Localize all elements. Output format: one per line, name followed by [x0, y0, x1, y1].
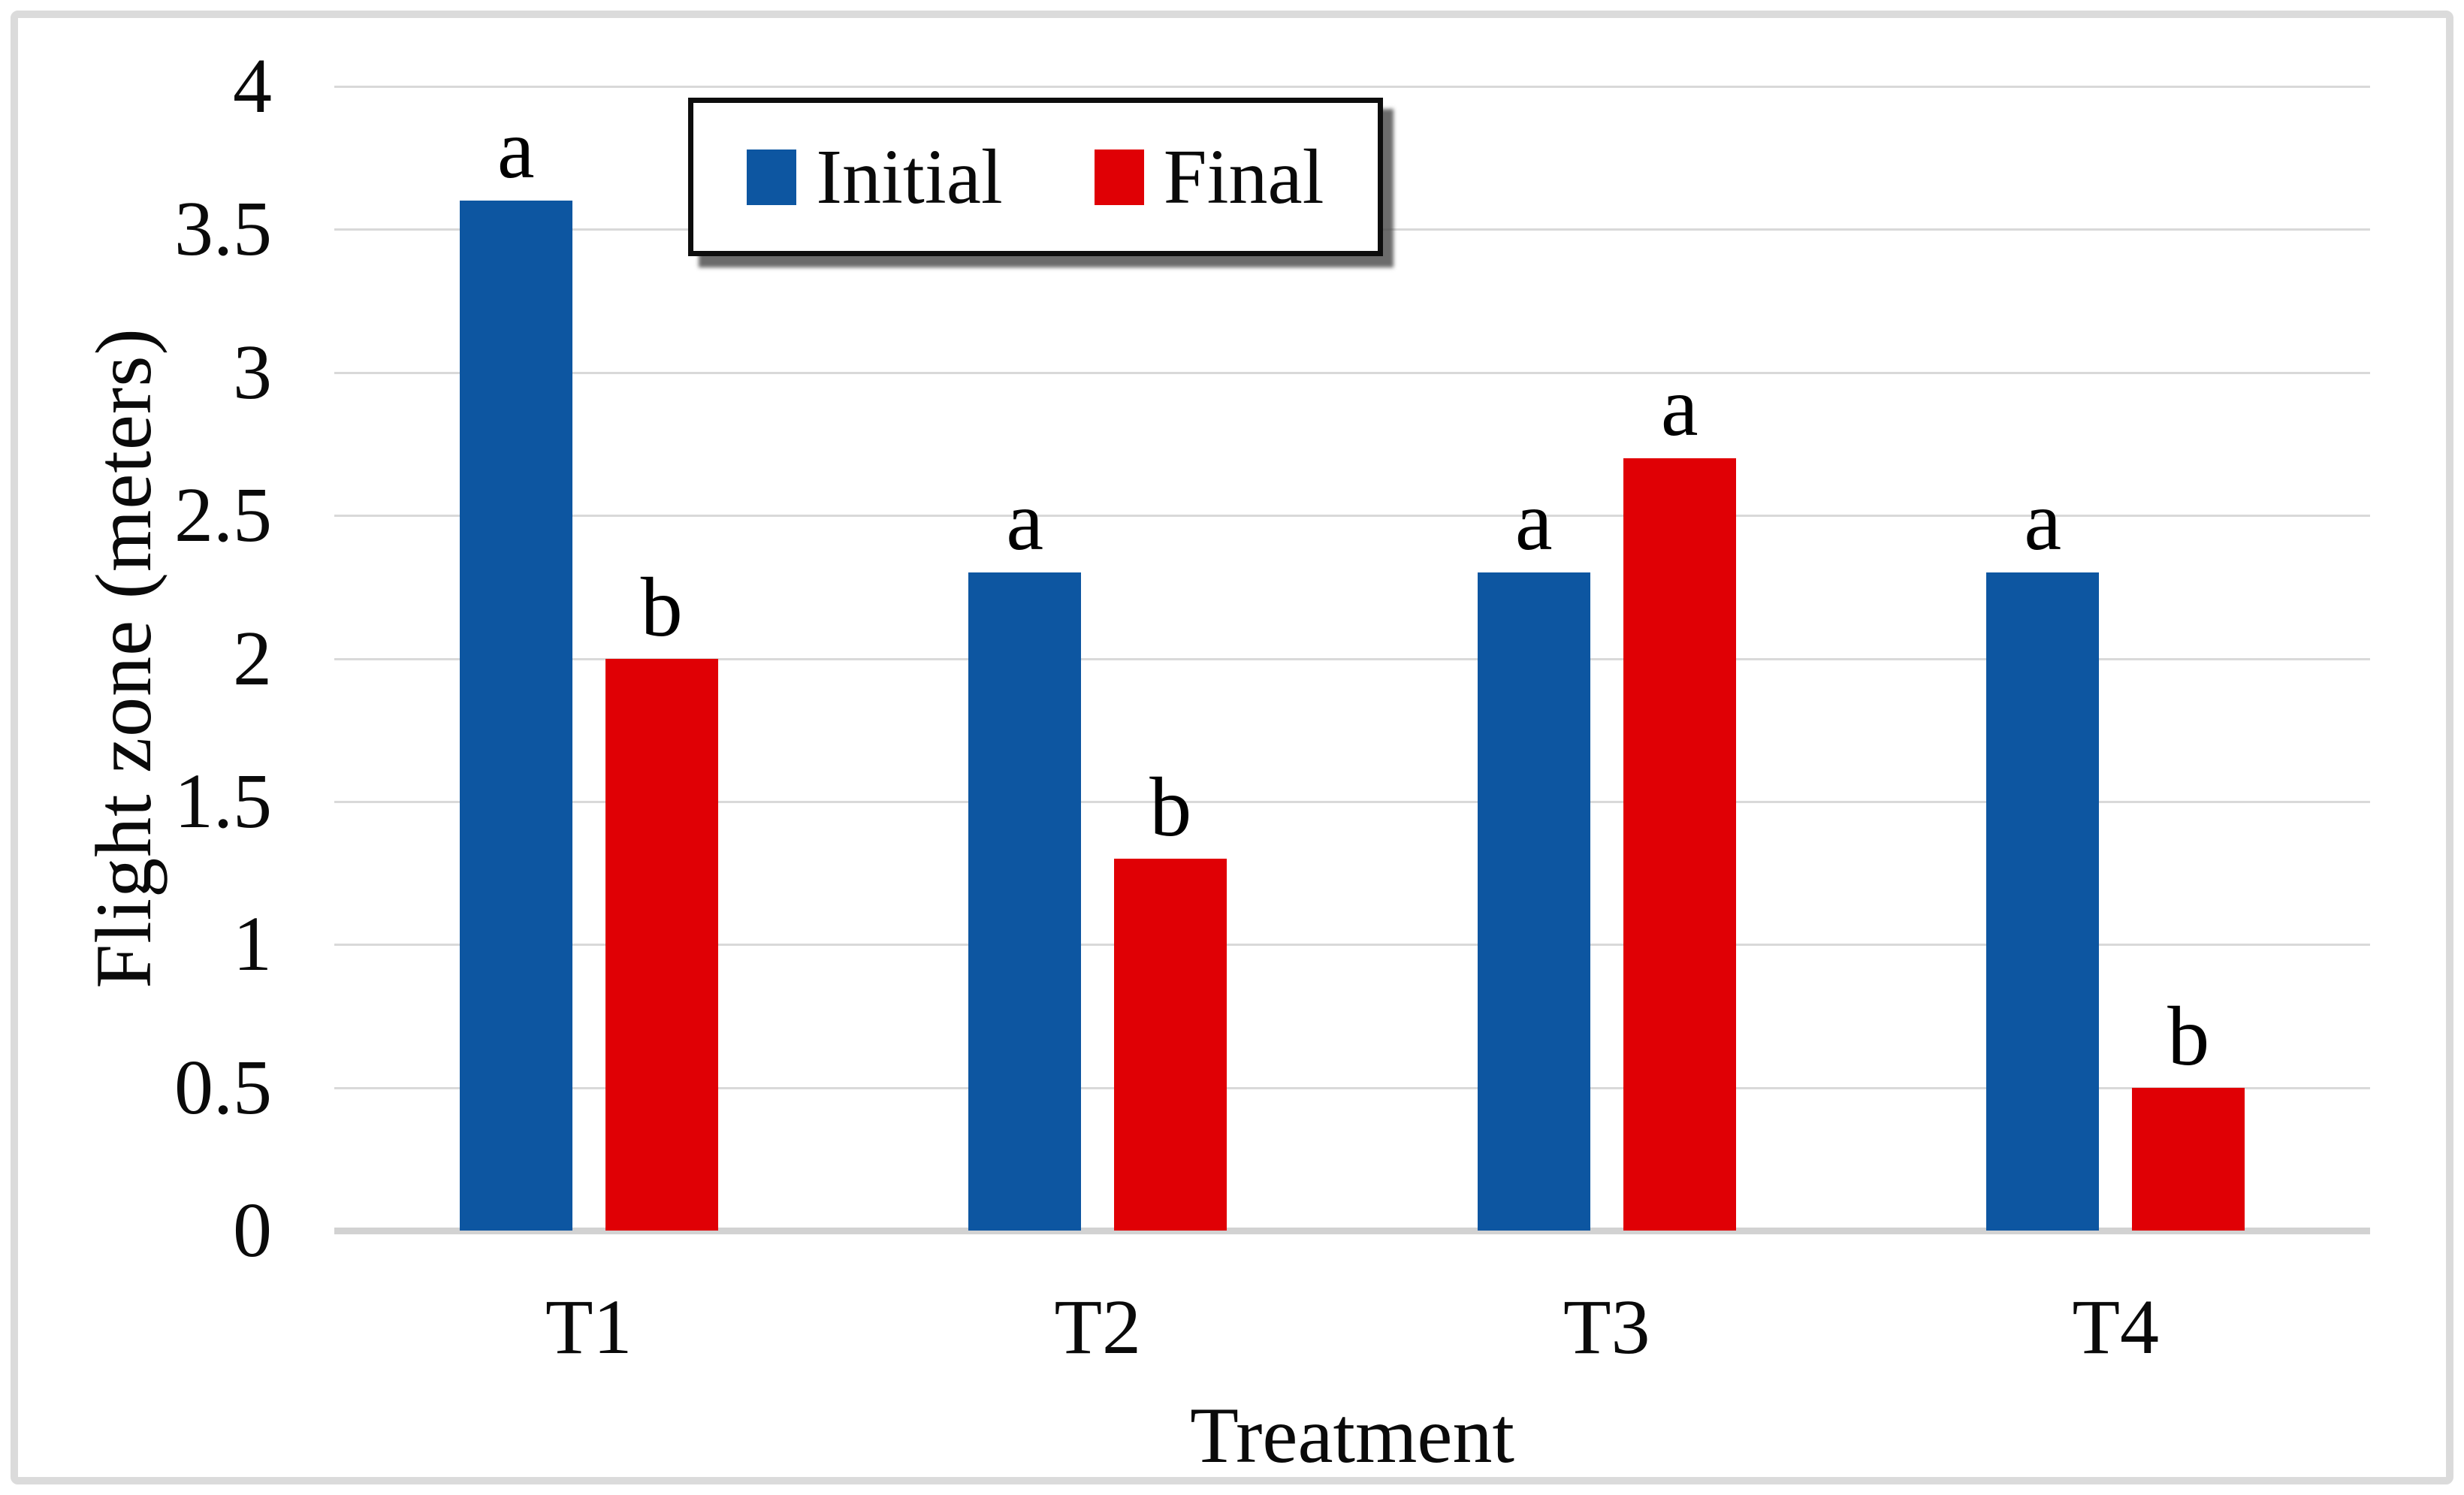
- significance-letter-final-t2: b: [1149, 761, 1192, 855]
- significance-letter-initial-t1: a: [497, 103, 535, 197]
- gridline: [334, 944, 2370, 947]
- legend-item-final: Final: [1094, 133, 1324, 220]
- bar-final-t2: [1114, 859, 1227, 1231]
- legend-item-initial: Initial: [747, 133, 1003, 220]
- gridline: [334, 515, 2370, 518]
- bar-initial-t2: [968, 572, 1082, 1231]
- significance-letter-initial-t3: a: [1514, 475, 1553, 569]
- gridline: [334, 657, 2370, 660]
- bar-initial-t4: [1986, 572, 2100, 1231]
- y-axis-tick-labels: 4 3.5 3 2.5 2 1.5 1 0.5 0: [0, 45, 272, 1272]
- bar-initial-t1: [459, 201, 572, 1231]
- gridline: [334, 800, 2370, 803]
- y-tick-label: 1.5: [174, 757, 272, 844]
- y-axis-title: Flight zone (meters): [80, 328, 168, 989]
- bar-final-t1: [605, 658, 718, 1231]
- gridline: [334, 86, 2370, 88]
- y-tick-label: 0: [233, 1187, 272, 1273]
- y-tick-label: 3.5: [174, 186, 272, 273]
- x-category-label-t4: T4: [2072, 1284, 2160, 1370]
- legend-swatch-initial-icon: [747, 149, 797, 205]
- x-axis-baseline: [334, 1228, 2370, 1234]
- y-tick-label: 3: [233, 328, 272, 415]
- gridline: [334, 371, 2370, 374]
- x-category-label-t1: T1: [545, 1284, 633, 1370]
- legend-swatch-final-icon: [1094, 149, 1144, 205]
- significance-letter-final-t1: b: [640, 560, 683, 654]
- y-tick-label: 4: [233, 43, 272, 129]
- x-category-label-t3: T3: [1563, 1284, 1650, 1370]
- legend-label-final: Final: [1163, 133, 1324, 220]
- y-tick-label: 2: [233, 615, 272, 702]
- legend-label-initial: Initial: [816, 133, 1003, 220]
- gridline: [334, 1086, 2370, 1089]
- significance-letter-final-t3: a: [1660, 360, 1699, 454]
- legend: Initial Final: [688, 98, 1383, 256]
- x-category-label-t2: T2: [1054, 1284, 1142, 1370]
- bar-final-t3: [1623, 458, 1736, 1231]
- bar-initial-t3: [1477, 572, 1590, 1231]
- y-tick-label: 1: [233, 901, 272, 988]
- significance-letter-initial-t2: a: [1006, 475, 1044, 569]
- y-tick-label: 0.5: [174, 1043, 272, 1131]
- significance-letter-final-t4: b: [2167, 989, 2210, 1083]
- plot-area: a b a b a a a b: [334, 86, 2370, 1234]
- bar-final-t4: [2132, 1087, 2245, 1231]
- x-axis-title: Treatment: [1190, 1391, 1514, 1479]
- significance-letter-initial-t4: a: [2024, 475, 2062, 569]
- y-tick-label: 2.5: [174, 472, 272, 559]
